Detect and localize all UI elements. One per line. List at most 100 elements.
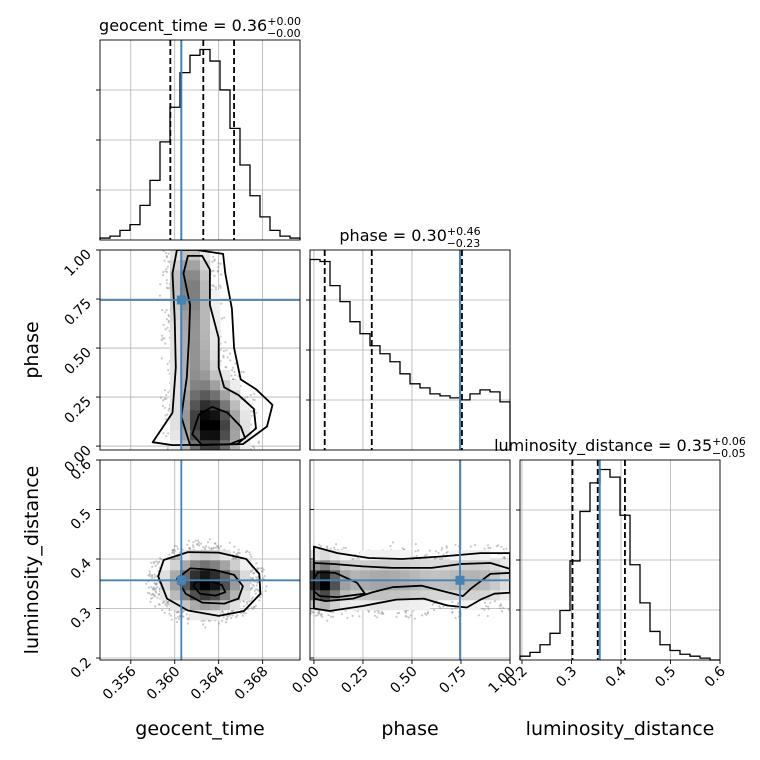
sample-point bbox=[165, 435, 168, 438]
sample-point bbox=[185, 613, 188, 616]
density-bin bbox=[170, 430, 181, 441]
density-bin bbox=[210, 420, 221, 431]
density-bin bbox=[200, 390, 211, 401]
sample-point bbox=[200, 619, 203, 623]
sample-point bbox=[188, 546, 191, 550]
sample-point bbox=[503, 556, 506, 559]
sample-point bbox=[151, 592, 154, 595]
contour-2 bbox=[157, 551, 262, 617]
sample-point bbox=[150, 561, 153, 564]
sample-point bbox=[213, 274, 216, 277]
sample-point bbox=[253, 398, 256, 402]
sample-point bbox=[505, 547, 508, 550]
sample-point bbox=[483, 601, 487, 604]
sample-point bbox=[224, 365, 227, 369]
sample-point bbox=[376, 616, 379, 619]
histogram-phase bbox=[309, 258, 511, 450]
density-bin bbox=[190, 550, 201, 561]
density-bin bbox=[230, 400, 241, 411]
density-bin bbox=[200, 600, 211, 611]
histogram-luminosity_distance bbox=[519, 468, 720, 661]
title-text-luminosity_distance: luminosity_distance = 0.35 bbox=[494, 436, 712, 456]
density-bin bbox=[230, 580, 241, 591]
sample-point bbox=[160, 558, 163, 561]
sample-point bbox=[161, 601, 164, 604]
sample-point bbox=[250, 570, 253, 573]
density-bin bbox=[170, 400, 181, 411]
sample-point bbox=[162, 250, 165, 252]
density-bin bbox=[240, 570, 251, 581]
sample-point bbox=[454, 616, 457, 620]
density-bin bbox=[170, 270, 181, 281]
sample-point bbox=[413, 617, 416, 620]
sample-point bbox=[161, 404, 164, 408]
density-bin bbox=[160, 570, 171, 581]
sample-point bbox=[403, 610, 406, 613]
sample-point bbox=[222, 616, 225, 619]
sample-point bbox=[415, 554, 418, 558]
sample-point bbox=[251, 569, 254, 572]
sample-point bbox=[500, 609, 504, 613]
sample-point bbox=[446, 550, 449, 553]
density-bin bbox=[200, 280, 211, 291]
sample-point bbox=[255, 562, 258, 565]
joint-panel-phase-luminosity_distance bbox=[310, 460, 510, 660]
sample-point bbox=[391, 541, 395, 544]
density-bin bbox=[200, 360, 211, 371]
sample-point bbox=[221, 610, 224, 614]
sample-point bbox=[409, 614, 412, 617]
sample-point bbox=[250, 555, 253, 559]
sample-point bbox=[150, 575, 153, 578]
sample-point bbox=[173, 544, 176, 548]
sample-point bbox=[172, 557, 175, 561]
sample-point bbox=[153, 576, 156, 579]
sample-point bbox=[318, 543, 321, 546]
contour-1 bbox=[175, 567, 244, 605]
density-bin bbox=[220, 370, 231, 381]
hist-frame-luminosity_distance bbox=[519, 459, 721, 661]
sample-point bbox=[171, 557, 174, 560]
sample-point bbox=[256, 581, 259, 584]
title-plus-geocent_time: +0.00 bbox=[267, 15, 301, 28]
sample-point bbox=[214, 542, 217, 545]
density-bin bbox=[200, 580, 211, 591]
sample-point bbox=[216, 269, 220, 272]
sample-point bbox=[149, 600, 152, 604]
sample-point bbox=[154, 564, 157, 568]
sample-point bbox=[165, 393, 168, 396]
sample-point bbox=[165, 605, 169, 608]
sample-point bbox=[433, 609, 436, 612]
sample-point bbox=[164, 342, 167, 345]
density-bin bbox=[210, 430, 221, 441]
sample-point bbox=[154, 560, 158, 563]
sample-point bbox=[367, 610, 371, 613]
sample-point bbox=[232, 556, 235, 560]
sample-point bbox=[250, 587, 253, 590]
density-bin bbox=[200, 300, 211, 311]
sample-point bbox=[243, 600, 246, 603]
sample-point bbox=[253, 589, 256, 592]
sample-point bbox=[187, 539, 191, 543]
sample-point bbox=[351, 614, 354, 618]
density-bin bbox=[230, 560, 241, 571]
density-bin bbox=[190, 350, 201, 361]
density-bin bbox=[230, 380, 241, 391]
sample-point bbox=[153, 594, 156, 597]
sample-point bbox=[147, 574, 150, 577]
density-bin bbox=[180, 410, 191, 421]
sample-point bbox=[445, 545, 448, 548]
sample-point bbox=[177, 615, 180, 618]
density-bin bbox=[190, 280, 201, 291]
sample-point bbox=[167, 252, 170, 255]
density-bin bbox=[200, 310, 211, 321]
density-bin bbox=[190, 390, 201, 401]
density-bin bbox=[170, 420, 181, 431]
sample-point bbox=[265, 585, 268, 588]
sample-point bbox=[175, 611, 178, 614]
sample-point bbox=[198, 544, 201, 547]
density-bin bbox=[170, 390, 181, 401]
sample-point bbox=[161, 609, 164, 612]
sample-point bbox=[262, 577, 265, 580]
hist-panel-phase: phase = 0.30+0.46 −0.23 bbox=[306, 225, 511, 450]
sample-point bbox=[161, 309, 164, 312]
